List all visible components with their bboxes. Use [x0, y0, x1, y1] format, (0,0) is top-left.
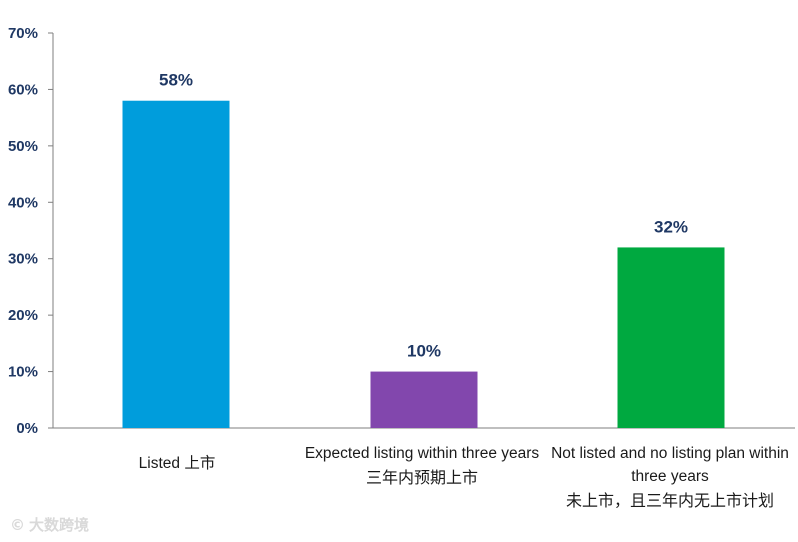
data-labels: 58% 10% 32%	[159, 71, 688, 361]
watermark: © 大数跨境	[10, 514, 89, 535]
category-label-listed: Listed 上市	[77, 452, 277, 475]
y-tick-label: 10%	[8, 364, 38, 381]
y-tick-label: 70%	[8, 25, 38, 42]
y-tick-label: 50%	[8, 138, 38, 155]
category-label-zh: 未上市，且三年内无上市计划	[565, 493, 774, 510]
y-tick-label: 60%	[8, 81, 38, 98]
y-tick-label: 0%	[16, 420, 38, 437]
category-label-zh: 上市	[184, 455, 216, 472]
bar	[617, 247, 725, 428]
bar	[370, 371, 478, 428]
watermark-text: 大数跨境	[29, 516, 90, 534]
data-label: 32%	[654, 217, 688, 236]
category-label-zh: 三年内预期上市	[365, 470, 478, 487]
category-label-en: Expected listing within three years	[304, 445, 540, 462]
y-tick-label: 40%	[8, 194, 38, 211]
bars	[122, 100, 725, 428]
category-label-en: Not listed and no listing plan within th…	[551, 445, 789, 485]
logo-icon: ©	[10, 516, 25, 534]
data-label: 58%	[159, 71, 193, 90]
category-label-expected: Expected listing within three years 三年内预…	[304, 442, 540, 490]
y-tick-label: 30%	[8, 251, 38, 268]
y-tick-label: 20%	[8, 307, 38, 324]
category-label-en: Listed	[138, 455, 181, 472]
category-label-not-listed: Not listed and no listing plan within th…	[545, 442, 795, 513]
data-label: 10%	[407, 342, 441, 361]
bar	[122, 100, 230, 428]
